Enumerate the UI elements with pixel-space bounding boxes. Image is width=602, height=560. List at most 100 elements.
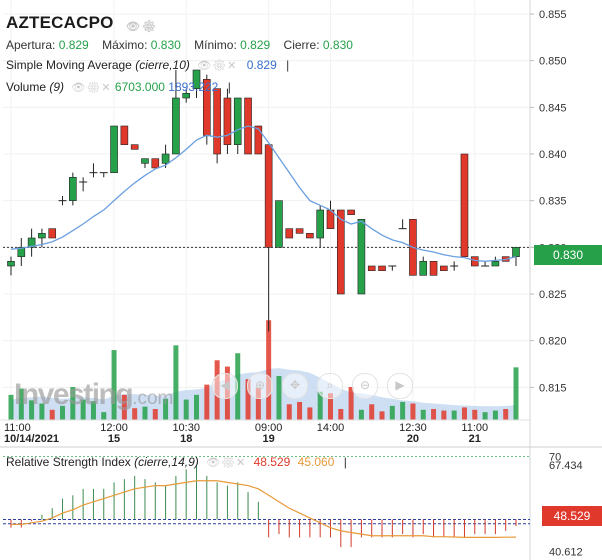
volume-bar <box>49 409 55 420</box>
date-label: 21 <box>469 433 481 445</box>
rsi-legend[interactable]: Relative Strength Index (cierre,14,9) 👁⚙… <box>6 455 347 469</box>
volume-bar <box>276 376 282 420</box>
volume-legend[interactable]: Volume (9) 👁⚙✕ 6703.000 1893.222 | <box>6 80 231 94</box>
candle-body <box>130 144 139 150</box>
indicator-controls-icon[interactable]: 👁⚙✕ <box>71 82 112 94</box>
volume-params: (9) <box>49 80 65 94</box>
rsi-name: Relative Strength Index <box>6 455 131 469</box>
sma-value: 0.829 <box>246 58 277 72</box>
zoom-in-icon[interactable]: ⊕ <box>247 373 273 399</box>
volume-bar <box>307 407 313 420</box>
date-label: 18 <box>180 433 192 445</box>
candle-body <box>357 219 366 295</box>
low-label: Mínimo: <box>194 38 237 52</box>
rsi-value: 48.529 <box>253 455 291 469</box>
eye-gear-icon: 👁⚙ <box>126 21 158 33</box>
time-label: 14:00 <box>317 422 345 434</box>
price-tick-label: 0.835 <box>539 196 567 208</box>
volume-bar <box>204 384 210 420</box>
scroll-right-icon[interactable]: ▶ <box>387 373 413 399</box>
candle-body <box>336 209 345 295</box>
price-tick-label: 0.850 <box>539 56 567 68</box>
volume-average-value: 1893.222 <box>168 80 219 94</box>
price-tick-label: 0.845 <box>539 102 567 114</box>
close-label: Cierre: <box>283 38 320 52</box>
rsi-tick-label: 67.434 <box>549 460 583 472</box>
candle-body <box>429 261 438 276</box>
logo-brand: Investing <box>14 378 134 411</box>
volume-bar <box>461 407 467 420</box>
ohlc-readout: Apertura: 0.829 Máximo: 0.830 Mínimo: 0.… <box>6 38 363 52</box>
sma-polyline <box>10 125 517 262</box>
price-axis: 0.8550.8500.8450.8400.8350.8300.8250.820… <box>530 9 567 394</box>
volume-bar <box>410 403 416 420</box>
scroll-left-icon[interactable]: ◀ <box>212 373 238 399</box>
volume-bar <box>338 409 344 420</box>
rsi-tick-label: 40.612 <box>549 547 583 559</box>
candle-body <box>347 209 355 215</box>
indicator-controls-icon[interactable]: 👁⚙✕ <box>206 457 247 469</box>
volume-bar <box>266 320 272 420</box>
volume-bar <box>80 399 86 420</box>
symbol-settings-icons[interactable]: 👁⚙ <box>126 15 158 35</box>
volume-bar <box>369 404 375 420</box>
candle-body <box>38 233 46 239</box>
time-axis: 11:0010/14/202112:001510:301809:001914:0… <box>4 422 488 445</box>
time-label: 11:00 <box>461 422 488 434</box>
sma-line <box>10 125 517 262</box>
rsi-signal-line <box>11 480 517 538</box>
candle-body <box>470 256 479 267</box>
volume-bar <box>173 345 179 420</box>
zoom-out-icon[interactable]: ⊖ <box>352 373 378 399</box>
volume-bar <box>286 404 292 420</box>
candle-body <box>367 265 376 271</box>
volume-bar <box>482 412 488 420</box>
sma-legend[interactable]: Simple Moving Average (cierre,10) 👁⚙✕ 0.… <box>6 58 289 72</box>
volume-bar <box>255 387 261 420</box>
volume-bar <box>18 388 24 420</box>
close-value: 0.830 <box>322 38 353 52</box>
volume-bar <box>451 410 457 420</box>
volume-bar <box>441 410 447 420</box>
low-value: 0.829 <box>240 38 271 52</box>
time-label: 10:30 <box>172 422 200 434</box>
date-label: 20 <box>407 433 419 445</box>
volume-bar <box>142 406 148 420</box>
volume-bar <box>132 408 138 420</box>
price-tick-label: 0.840 <box>539 149 567 161</box>
current-price-label: 0.830 <box>534 245 602 265</box>
candle-body <box>182 93 191 99</box>
candle-body <box>213 88 221 155</box>
candle-body <box>285 228 294 239</box>
price-tick-label: 0.820 <box>539 336 567 348</box>
candle-body <box>110 125 118 173</box>
volume-bar <box>297 401 303 420</box>
candle-body <box>27 237 36 248</box>
pan-icon[interactable]: ✥ <box>282 373 308 399</box>
candle-body <box>295 228 304 234</box>
candle-body <box>254 125 263 155</box>
volume-bar <box>29 400 35 420</box>
indicator-controls-icon[interactable]: 👁⚙✕ <box>197 60 238 72</box>
volume-bar <box>194 394 200 420</box>
candle-body <box>316 209 324 239</box>
price-tick-label: 0.825 <box>539 289 567 301</box>
volume-bar <box>389 405 395 420</box>
volume-bar <box>8 394 14 420</box>
volume-bar <box>327 393 333 420</box>
candle-body <box>419 261 428 276</box>
candle-body <box>378 265 386 271</box>
candle-body <box>460 153 469 257</box>
candle-body <box>69 177 77 201</box>
sma-params: (cierre,10) <box>135 58 190 72</box>
rsi-signal-value: 45.060 <box>297 455 335 469</box>
zoom-area-icon[interactable]: ⌕ <box>317 373 343 399</box>
candle-body <box>275 200 283 248</box>
price-tick-label: 0.815 <box>539 382 567 394</box>
candle-body <box>120 125 129 145</box>
volume-bar <box>70 387 76 420</box>
symbol-title: AZTECACPO <box>6 13 114 32</box>
candle-body <box>7 261 15 267</box>
